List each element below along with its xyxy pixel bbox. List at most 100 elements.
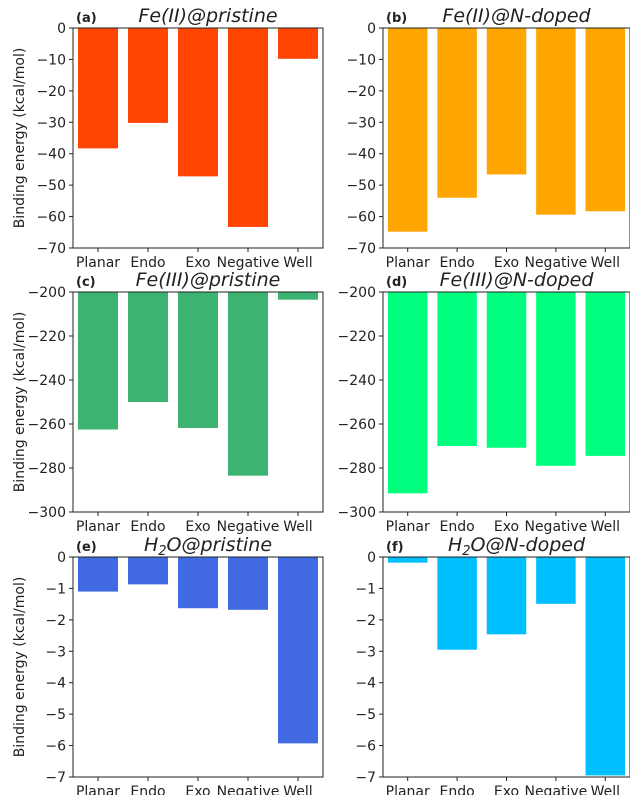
- y-tick-label: −240: [28, 373, 66, 389]
- y-tick-label: −200: [28, 285, 66, 301]
- bar-negative: [536, 292, 576, 466]
- y-tick-label: −300: [338, 505, 376, 521]
- y-tick-label: −1: [45, 581, 66, 597]
- x-tick-label: Well: [591, 784, 620, 795]
- axes-frame: [382, 27, 630, 249]
- chart-panel-f: Planar Endo Exo Negative Well 0 −1 −2 −3 −4 −5 −6 −7…: [355, 534, 630, 795]
- bar-planar: [387, 28, 428, 232]
- bar-well: [278, 292, 318, 300]
- bar-endo: [128, 557, 168, 585]
- y-axis-label: Binding energy (kcal/mol): [12, 312, 28, 493]
- bar-negative: [228, 28, 268, 227]
- y-tick-label: −280: [338, 461, 376, 477]
- y-tick-label: 0: [57, 21, 66, 37]
- y-tick-label: −10: [36, 52, 66, 68]
- chart-panel-e: Planar Endo Exo Negative Well 0 −1 −2 −3 −4 −5 −6 −7…: [12, 534, 324, 795]
- y-tick-label: −220: [338, 329, 376, 345]
- y-tick-label: −30: [346, 115, 376, 131]
- panel-letter: (a): [76, 11, 97, 26]
- y-tick-label: −260: [338, 417, 376, 433]
- panel-title: Fe(III)@N-doped: [440, 269, 595, 291]
- x-tick-label: Planar: [76, 519, 120, 535]
- y-tick-label: −20: [36, 84, 66, 100]
- panel-title: Fe(II)@N-doped: [442, 5, 591, 27]
- x-tick-label: Well: [283, 519, 312, 535]
- x-tick-label: Exo: [494, 255, 519, 271]
- y-tick-label: −1: [355, 581, 376, 597]
- bar-exo: [486, 28, 527, 175]
- y-tick-label: −40: [346, 147, 376, 163]
- x-tick-label: Endo: [440, 519, 475, 535]
- bar-planar: [387, 292, 428, 494]
- bar-planar: [78, 557, 118, 592]
- panel-title: Fe(II)@pristine: [138, 5, 277, 27]
- x-tick-label: Planar: [76, 255, 120, 271]
- chart-panel-a: Planar Endo Exo Negative Well 0 −10 −20 −30 −40 −5…: [12, 5, 324, 271]
- y-tick-label: −220: [28, 329, 66, 345]
- x-tick-label: Negative: [524, 784, 587, 795]
- x-tick-label: Endo: [130, 255, 165, 271]
- y-tick-label: −2: [355, 613, 376, 629]
- axes-frame: [382, 291, 630, 513]
- y-tick-label: −70: [346, 241, 376, 257]
- y-tick-label: −3: [45, 644, 66, 660]
- y-tick-label: −200: [338, 285, 376, 301]
- bar-negative: [228, 292, 268, 476]
- y-tick-label: −60: [346, 210, 376, 226]
- panel-title: H2O@pristine: [144, 534, 272, 559]
- y-tick-label: 0: [57, 550, 66, 566]
- axes-frame: [382, 556, 630, 778]
- x-tick-label: Endo: [440, 784, 475, 795]
- x-tick-label: Exo: [185, 519, 210, 535]
- axes-frame: [72, 556, 324, 778]
- panel-title: Fe(III)@pristine: [136, 269, 281, 291]
- x-tick-label: Negative: [217, 784, 280, 795]
- y-axis-label: Binding energy (kcal/mol): [12, 577, 28, 758]
- y-tick-label: −7: [45, 770, 66, 786]
- bar-planar: [387, 557, 428, 563]
- axes-frame: [72, 291, 324, 513]
- bar-exo: [178, 292, 218, 428]
- panel-title: H2O@N-doped: [448, 534, 586, 559]
- bar-endo: [437, 292, 477, 446]
- y-tick-label: −7: [355, 770, 376, 786]
- bar-well: [278, 28, 318, 59]
- bar-exo: [486, 557, 527, 635]
- y-tick-label: −10: [346, 52, 376, 68]
- y-tick-label: −5: [355, 707, 376, 723]
- bar-well: [278, 557, 318, 744]
- x-tick-label: Negative: [217, 255, 280, 271]
- x-tick-label: Planar: [76, 784, 120, 795]
- x-tick-label: Planar: [386, 519, 430, 535]
- panel-letter: (f): [386, 540, 404, 555]
- bar-endo: [437, 28, 477, 198]
- panel-letter: (c): [76, 275, 96, 290]
- x-tick-label: Exo: [185, 255, 210, 271]
- y-tick-label: −40: [36, 147, 66, 163]
- y-tick-label: −2: [45, 613, 66, 629]
- bar-well: [585, 557, 626, 776]
- y-axis-label: Binding energy (kcal/mol): [12, 48, 28, 229]
- x-tick-label: Exo: [494, 784, 519, 795]
- bar-endo: [437, 557, 477, 650]
- x-tick-label: Endo: [130, 519, 165, 535]
- y-tick-label: −260: [28, 417, 66, 433]
- bar-endo: [128, 28, 168, 123]
- x-tick-label: Negative: [524, 255, 587, 271]
- x-tick-label: Planar: [386, 784, 430, 795]
- x-tick-label: Endo: [130, 784, 165, 795]
- y-tick-label: −4: [355, 676, 376, 692]
- chart-panel-b: Planar Endo Exo Negative Well 0 −10 −20 −30 −40 −5…: [346, 5, 630, 271]
- y-tick-label: −50: [36, 178, 66, 194]
- x-tick-label: Endo: [440, 255, 475, 271]
- y-tick-label: −5: [45, 707, 66, 723]
- y-tick-label: −300: [28, 505, 66, 521]
- bar-negative: [228, 557, 268, 610]
- y-tick-label: −4: [45, 676, 66, 692]
- y-tick-label: −240: [338, 373, 376, 389]
- y-tick-label: −70: [36, 241, 66, 257]
- panel-letter: (d): [386, 275, 407, 290]
- y-tick-label: −50: [346, 178, 376, 194]
- chart-panel-d: Planar Endo Exo Negative Well −200 −220 −240 −26…: [338, 269, 630, 535]
